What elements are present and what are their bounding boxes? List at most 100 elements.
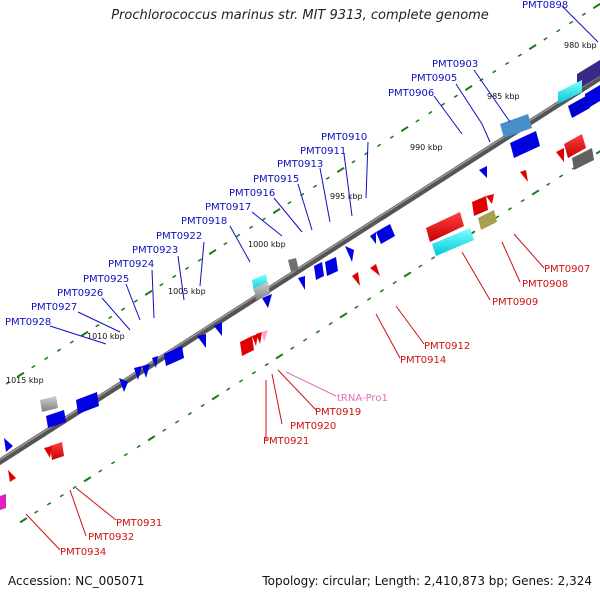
- minor-tick: [133, 299, 138, 303]
- gene-label[interactable]: PMT0909: [492, 297, 538, 308]
- topology-text: Topology: circular; Length: 2,410,873 bp…: [262, 574, 592, 588]
- minor-tick: [492, 69, 497, 74]
- gene-block: [558, 80, 582, 104]
- gene-label[interactable]: PMT0922: [156, 231, 202, 242]
- minor-tick: [184, 266, 190, 271]
- major-tick: [595, 150, 600, 155]
- minor-tick: [108, 315, 113, 320]
- gene-label[interactable]: PMT0917: [205, 202, 251, 213]
- gene-label[interactable]: PMT0903: [432, 59, 478, 70]
- rna-gene-label[interactable]: tRNA-Pro1: [337, 393, 388, 404]
- minor-tick: [392, 280, 397, 285]
- minor-tick: [312, 184, 318, 189]
- kbp-label: 995 kbp: [330, 192, 363, 201]
- gene-arrow: [370, 264, 380, 276]
- gene-label[interactable]: PMT0907: [544, 264, 590, 275]
- gene-label[interactable]: PMT0918: [181, 216, 227, 227]
- major-tick: [275, 353, 284, 360]
- gene-block: [46, 410, 66, 428]
- gene-block: [432, 228, 474, 256]
- gene-arrow: [520, 170, 528, 182]
- gene-label[interactable]: PMT0910: [321, 132, 367, 143]
- minor-tick: [31, 364, 36, 369]
- major-tick: [80, 330, 89, 337]
- gene-label[interactable]: PMT0924: [108, 259, 154, 270]
- gene-label[interactable]: PMT0919: [315, 407, 361, 418]
- gene-block: [240, 336, 254, 356]
- accession-text: Accession: NC_005071: [8, 574, 145, 588]
- gene-label[interactable]: PMT0925: [83, 274, 129, 285]
- gene-arrow: [486, 194, 494, 204]
- kbp-label: 990 kbp: [410, 143, 443, 152]
- major-tick: [211, 394, 220, 401]
- major-tick: [336, 166, 345, 173]
- major-tick: [400, 125, 409, 133]
- gene-label[interactable]: PMT0916: [229, 188, 275, 199]
- minor-tick: [44, 356, 49, 361]
- minor-tick: [505, 61, 510, 66]
- gene-block: [478, 210, 497, 230]
- gene-label[interactable]: PMT0906: [388, 88, 434, 99]
- minor-tick: [226, 387, 231, 391]
- major-tick: [339, 312, 348, 319]
- minor-tick: [172, 274, 177, 279]
- minor-tick: [453, 94, 458, 98]
- minor-tick: [290, 346, 295, 350]
- gene-block: [254, 282, 270, 300]
- minor-tick: [376, 143, 382, 148]
- gene-label[interactable]: PMT0932: [88, 532, 134, 543]
- gene-block: [50, 442, 64, 460]
- gene-label[interactable]: PMT0912: [424, 341, 470, 352]
- gene-block: [426, 212, 464, 242]
- major-tick: [403, 271, 412, 278]
- gene-arrow: [252, 334, 258, 346]
- gene-block: [40, 396, 58, 412]
- kbp-label: 1015 kbp: [6, 376, 44, 385]
- minor-tick: [520, 198, 525, 203]
- gene-label[interactable]: PMT0928: [5, 317, 51, 328]
- minor-tick: [287, 201, 292, 205]
- gene-label[interactable]: PMT0914: [400, 355, 446, 366]
- minor-tick: [174, 420, 180, 424]
- gene-label[interactable]: PMT0921: [263, 436, 309, 447]
- kbp-label: 1010 kbp: [87, 332, 125, 341]
- minor-tick: [56, 348, 62, 352]
- gene-label[interactable]: PMT0905: [411, 73, 457, 84]
- minor-tick: [418, 264, 423, 268]
- minor-tick: [197, 258, 202, 262]
- major-tick: [272, 207, 281, 214]
- minor-tick: [517, 53, 522, 57]
- minor-tick: [110, 461, 116, 465]
- major-tick: [464, 85, 473, 92]
- minor-tick: [72, 485, 77, 490]
- minor-tick: [236, 233, 241, 238]
- kbp-label: 980 kbp: [564, 41, 597, 50]
- gene-label[interactable]: PMT0898: [522, 0, 568, 11]
- gene-label[interactable]: PMT0931: [116, 518, 162, 529]
- gene-label[interactable]: PMT0923: [132, 245, 178, 256]
- minor-tick: [546, 182, 551, 187]
- gene-label[interactable]: PMT0913: [277, 159, 323, 170]
- major-tick: [592, 3, 600, 10]
- kbp-label: 1005 kbp: [168, 287, 206, 296]
- gene-block: [288, 258, 299, 272]
- gene-label[interactable]: PMT0920: [290, 421, 336, 432]
- gene-label[interactable]: PMT0908: [522, 279, 568, 290]
- gene-label[interactable]: PMT0927: [31, 302, 77, 313]
- gene-arrow: [152, 356, 158, 368]
- major-tick: [531, 189, 540, 196]
- gene-label[interactable]: PMT0926: [57, 288, 103, 299]
- gene-block: [164, 346, 184, 366]
- gene-label[interactable]: PMT0934: [60, 547, 106, 558]
- minor-tick: [351, 160, 356, 164]
- gene-label[interactable]: PMT0911: [300, 146, 346, 157]
- gene-block: [564, 134, 586, 158]
- gene-label[interactable]: PMT0915: [253, 174, 299, 185]
- gene-arrow: [256, 332, 262, 344]
- minor-tick: [264, 362, 269, 367]
- minor-tick: [428, 110, 433, 115]
- gene-arrow: [352, 272, 360, 286]
- gene-block: [510, 131, 540, 158]
- minor-tick: [415, 119, 420, 123]
